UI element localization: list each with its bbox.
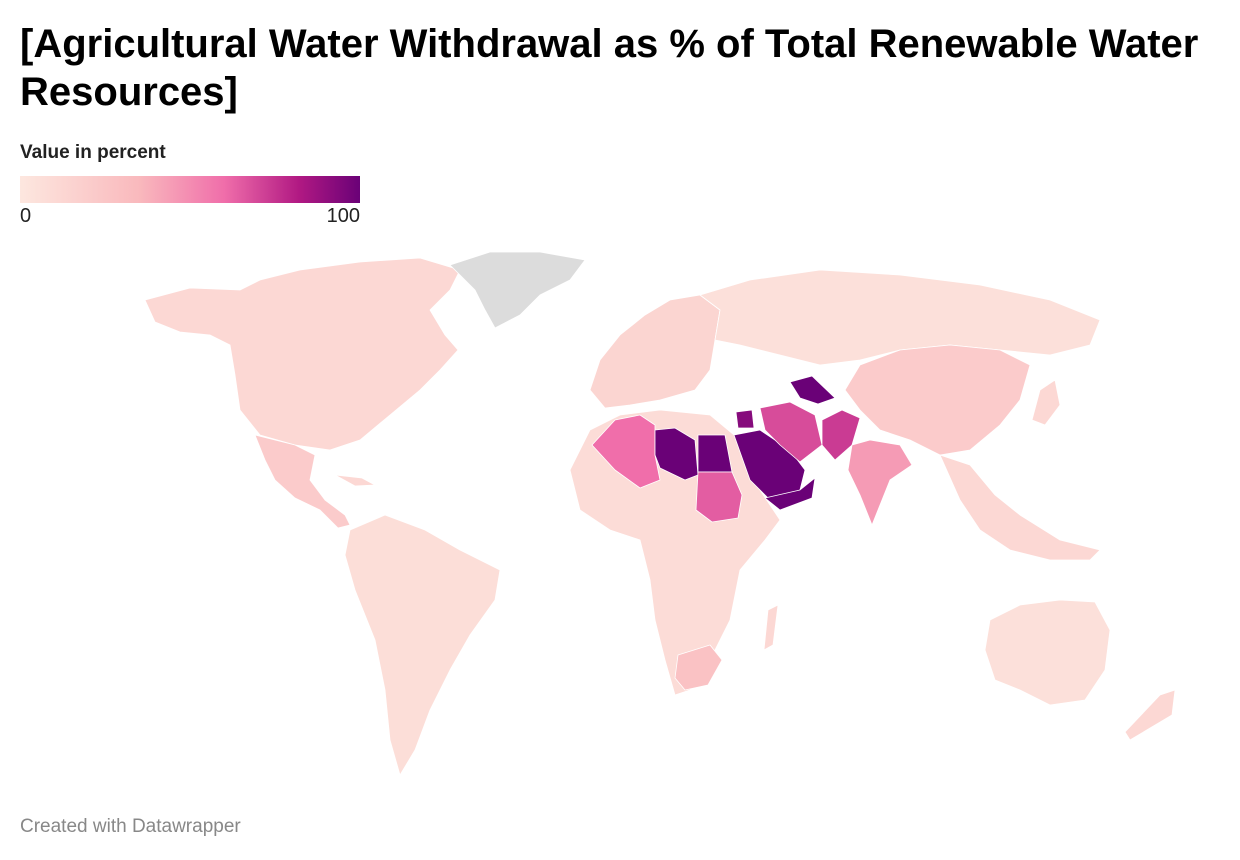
region-new-zealand[interactable] xyxy=(1124,689,1176,741)
legend-gradient-bar xyxy=(20,176,360,203)
region-sudan[interactable] xyxy=(695,471,743,523)
world-map xyxy=(144,251,1176,776)
legend-max-label: 100 xyxy=(326,205,360,227)
region-iran[interactable] xyxy=(759,401,823,463)
region-syria[interactable] xyxy=(735,409,755,429)
region-australia[interactable] xyxy=(984,599,1111,706)
region-saudi-arabia[interactable] xyxy=(733,429,806,501)
region-south-africa[interactable] xyxy=(674,644,723,691)
region-greenland[interactable] xyxy=(449,251,586,329)
region-caribbean[interactable] xyxy=(334,474,376,487)
region-china[interactable] xyxy=(844,344,1031,456)
region-europe[interactable] xyxy=(589,294,721,409)
region-libya[interactable] xyxy=(654,427,699,481)
legend-title: Value in percent xyxy=(20,142,166,163)
region-japan[interactable] xyxy=(1031,379,1061,426)
region-southeast-asia[interactable] xyxy=(939,454,1101,561)
region-yemen[interactable] xyxy=(764,477,816,511)
region-madagascar[interactable] xyxy=(763,604,779,651)
region-mexico[interactable] xyxy=(254,434,351,529)
color-legend: Value in percent 0 100 xyxy=(20,142,360,227)
chart-title: [Agricultural Water Withdrawal as % of T… xyxy=(20,22,1199,114)
region-south-america[interactable] xyxy=(344,514,501,776)
region-north-america[interactable] xyxy=(144,257,461,451)
region-uzbekistan[interactable] xyxy=(789,375,836,405)
legend-min-label: 0 xyxy=(20,205,32,227)
region-india[interactable] xyxy=(847,439,913,526)
datawrapper-credit: Created with Datawrapper xyxy=(20,816,241,837)
legend-ticks: 0 100 xyxy=(20,203,360,227)
